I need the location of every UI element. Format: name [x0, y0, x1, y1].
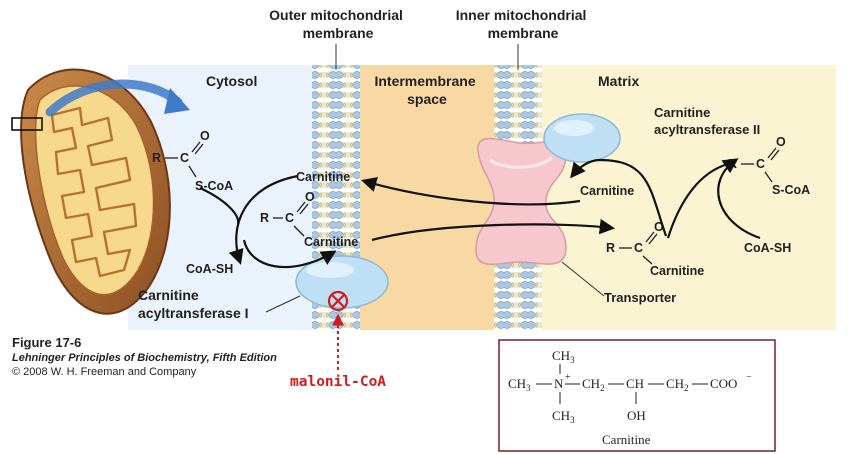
book-title: Lehninger Principles of Biochemistry, Fi… — [12, 352, 277, 364]
transporter-protein — [475, 137, 567, 265]
svg-text:R: R — [260, 211, 269, 225]
svg-text:C: C — [756, 157, 765, 171]
svg-text:O: O — [200, 129, 210, 143]
svg-text:CH3: CH3 — [552, 408, 575, 425]
svg-text:CH2: CH2 — [666, 376, 689, 393]
copyright: © 2008 W. H. Freeman and Company — [12, 366, 197, 378]
svg-text:Carnitine: Carnitine — [304, 235, 358, 249]
svg-text:CH3: CH3 — [552, 348, 575, 365]
carnitine-free-cytosol: Carnitine — [296, 170, 350, 184]
acyl-carnitine-matrix: R C O Carnitine — [606, 220, 704, 278]
mitochondrion-icon — [11, 68, 190, 315]
figure-number: Figure 17-6 — [12, 335, 81, 350]
transporter-label: Transporter — [604, 290, 676, 305]
intermembrane-label: Intermembrane space — [374, 73, 479, 107]
svg-text:+: + — [565, 372, 571, 383]
svg-text:O: O — [776, 135, 786, 149]
svg-text:S-CoA: S-CoA — [772, 183, 810, 197]
matrix-label: Matrix — [598, 73, 639, 89]
svg-text:Carnitine: Carnitine — [650, 264, 704, 278]
coash-cytosol: CoA-SH — [186, 262, 233, 276]
svg-text:CH3: CH3 — [508, 376, 531, 393]
svg-text:O: O — [305, 190, 315, 204]
cat2-label: Carnitine acyltransferase II — [654, 105, 760, 137]
carnitine-structure: CH3 CH3 N + CH2 CH CH2 COO − CH3 OH Carn… — [498, 339, 776, 452]
svg-text:COO: COO — [710, 376, 737, 391]
svg-text:CH2: CH2 — [582, 376, 605, 393]
outer-membrane-label: Outer mitochondrial membrane — [269, 7, 407, 41]
svg-text:O: O — [654, 220, 664, 234]
svg-text:R: R — [606, 241, 615, 255]
inhibition-icon — [327, 290, 349, 370]
svg-text:C: C — [180, 151, 189, 165]
cat1-label: Carnitine acyltransferase I — [138, 287, 249, 321]
inhibitor-label: malonil-CoA — [290, 374, 386, 390]
cytosol-label: Cytosol — [206, 73, 257, 89]
svg-text:OH: OH — [627, 408, 646, 423]
svg-text:−: − — [746, 372, 752, 383]
acyl-carnitine-cytosol: R C O Carnitine — [260, 190, 358, 249]
svg-text:CH: CH — [626, 376, 644, 391]
carnitine-free-matrix: Carnitine — [580, 184, 634, 198]
svg-text:C: C — [634, 241, 643, 255]
svg-text:N: N — [554, 376, 564, 391]
svg-text:R: R — [152, 151, 161, 165]
svg-text:S-CoA: S-CoA — [195, 179, 233, 193]
inner-membrane-label: Inner mitochondrial membrane — [456, 7, 591, 41]
coash-matrix: CoA-SH — [744, 241, 791, 255]
svg-text:Carnitine: Carnitine — [602, 432, 651, 447]
svg-text:C: C — [285, 211, 294, 225]
